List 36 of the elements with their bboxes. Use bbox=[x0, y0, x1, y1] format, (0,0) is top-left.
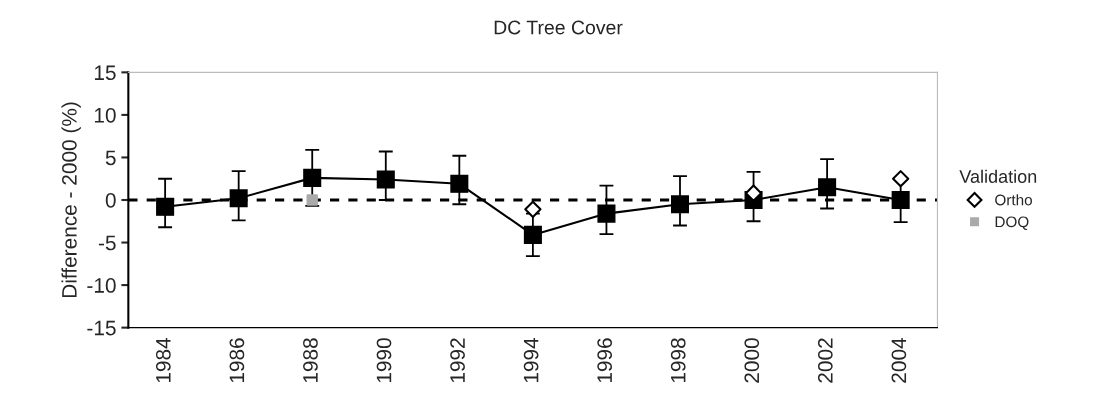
point bbox=[303, 168, 322, 187]
legend-label: DOQ bbox=[995, 216, 1029, 231]
chart-title: DC Tree Cover bbox=[494, 20, 623, 35]
x-tick-label: 2004 bbox=[891, 337, 907, 383]
x-tick-label: 2002 bbox=[817, 338, 833, 383]
x-tick-label: 1994 bbox=[523, 337, 539, 383]
point bbox=[523, 225, 542, 244]
point bbox=[156, 197, 175, 216]
point bbox=[818, 178, 837, 197]
y-tick-label: 10 bbox=[94, 107, 116, 123]
y-tick-label: -10 bbox=[87, 278, 116, 293]
point bbox=[306, 194, 318, 206]
y-tick-label: 5 bbox=[105, 150, 116, 166]
point bbox=[597, 204, 616, 223]
legend-title: Validation bbox=[959, 169, 1037, 183]
y-tick-label: 0 bbox=[105, 193, 116, 208]
x-tick-label: 1992 bbox=[450, 338, 465, 383]
legend-label: Ortho bbox=[995, 194, 1032, 206]
point bbox=[376, 170, 395, 189]
y-tick-label: 15 bbox=[94, 65, 116, 81]
x-tick-label: 1986 bbox=[229, 338, 245, 383]
point bbox=[891, 190, 910, 210]
point bbox=[670, 195, 690, 214]
y-tick-label: -5 bbox=[98, 235, 116, 251]
y-tick-label: -15 bbox=[87, 320, 116, 336]
x-tick-label: 1996 bbox=[597, 338, 613, 383]
point bbox=[229, 189, 248, 208]
point bbox=[524, 200, 542, 218]
point bbox=[892, 170, 910, 188]
x-tick-label: 2000 bbox=[744, 338, 760, 383]
x-tick-label: 1990 bbox=[376, 338, 392, 383]
y-axis-title: Difference - 2000 (%) bbox=[61, 102, 81, 298]
x-tick-label: 1988 bbox=[303, 338, 318, 383]
x-tick-label: 1998 bbox=[670, 338, 686, 383]
x-tick-label: 1984 bbox=[155, 337, 171, 383]
point bbox=[450, 174, 469, 193]
